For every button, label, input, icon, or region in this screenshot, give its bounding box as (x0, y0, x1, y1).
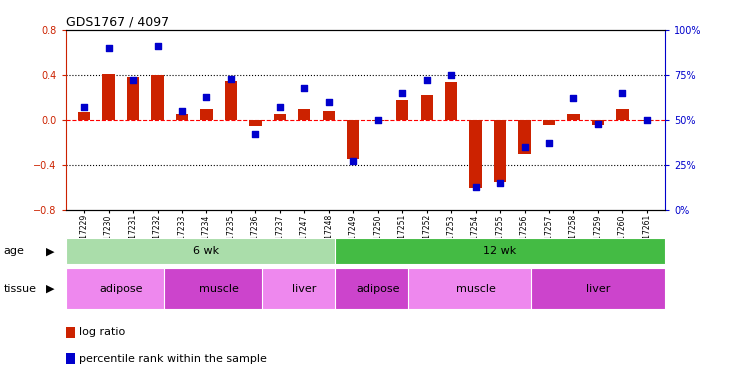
Bar (641, 120, 653, 121)
Bar (102, 74, 115, 120)
Text: GDS1767 / 4097: GDS1767 / 4097 (66, 16, 169, 29)
Bar (469, 120, 482, 188)
Bar (494, 120, 506, 182)
Bar (66, 238, 347, 264)
Point (225, 76, 237, 82)
Text: adipose: adipose (99, 284, 143, 294)
Text: muscle: muscle (199, 284, 238, 294)
Bar (176, 114, 188, 120)
Bar (396, 100, 409, 120)
Point (298, 85, 310, 91)
Point (372, 117, 384, 123)
Text: muscle: muscle (455, 284, 496, 294)
Bar (262, 268, 347, 309)
Bar (567, 114, 580, 120)
Bar (273, 114, 286, 120)
Bar (347, 120, 360, 159)
Bar (371, 120, 384, 121)
Bar (322, 111, 335, 120)
Text: tissue: tissue (4, 284, 37, 294)
Point (470, 184, 482, 190)
Point (445, 72, 457, 78)
Point (421, 77, 433, 83)
Bar (616, 109, 629, 120)
Point (103, 45, 115, 51)
Bar (78, 112, 90, 120)
Point (641, 117, 653, 123)
Text: 6 wk: 6 wk (194, 246, 219, 256)
Bar (518, 120, 531, 154)
Bar (151, 75, 164, 120)
Bar (592, 120, 604, 124)
Bar (420, 95, 433, 120)
Text: ▶: ▶ (46, 246, 55, 256)
Bar (335, 268, 420, 309)
Point (323, 99, 335, 105)
Bar (445, 82, 458, 120)
Point (519, 144, 531, 150)
Bar (298, 109, 311, 120)
Point (249, 131, 261, 137)
Point (127, 77, 139, 83)
Bar (249, 120, 262, 126)
Point (396, 90, 408, 96)
Text: adipose: adipose (356, 284, 399, 294)
Text: 12 wk: 12 wk (483, 246, 517, 256)
Bar (66, 268, 176, 309)
Point (616, 90, 628, 96)
Bar (543, 120, 555, 124)
Text: percentile rank within the sample: percentile rank within the sample (79, 354, 267, 363)
Point (592, 121, 604, 127)
Point (347, 158, 359, 164)
Point (494, 180, 506, 186)
Point (152, 43, 164, 49)
Text: age: age (4, 246, 25, 256)
Bar (200, 109, 213, 120)
Point (274, 104, 286, 110)
Bar (225, 81, 237, 120)
Point (78, 104, 90, 110)
Point (567, 95, 579, 101)
Bar (164, 268, 273, 309)
Text: log ratio: log ratio (79, 327, 125, 337)
Text: ▶: ▶ (46, 284, 55, 294)
Text: liver: liver (586, 284, 610, 294)
Point (200, 94, 212, 100)
Bar (335, 238, 665, 264)
Point (543, 140, 555, 146)
Bar (127, 77, 139, 120)
Point (176, 108, 188, 114)
Text: liver: liver (292, 284, 317, 294)
Bar (531, 268, 665, 309)
Bar (409, 268, 543, 309)
